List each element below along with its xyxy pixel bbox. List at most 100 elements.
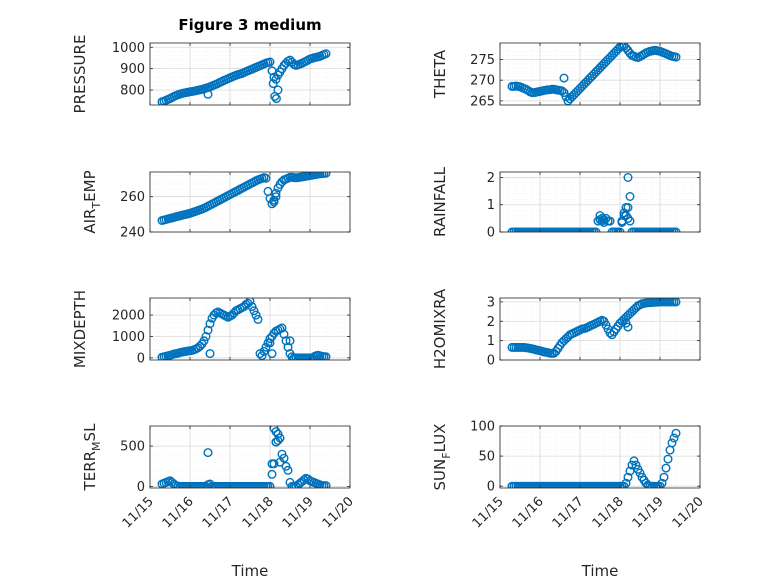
x-tick-label: 11/18 <box>590 494 627 531</box>
axes-box <box>149 297 351 361</box>
data-series <box>507 43 681 105</box>
x-tick-label: 11/15 <box>470 494 507 531</box>
data-point <box>267 469 277 479</box>
data-point <box>249 306 259 316</box>
data-point <box>285 336 295 346</box>
x-tick-label: 11/17 <box>550 494 587 531</box>
data-point <box>665 445 675 455</box>
y-tick-label: 0 <box>487 354 495 369</box>
y-tick-label: 500 <box>120 440 145 455</box>
axes-box <box>149 171 351 233</box>
subplot-4: 0 1 2 RAINFALL <box>431 166 701 241</box>
data-point <box>671 52 681 62</box>
data-point <box>635 468 645 478</box>
y-axis-label: TERRMSL <box>81 423 103 492</box>
x-tick-label: 11/20 <box>670 494 707 531</box>
chart-title: Figure 3 medium <box>178 16 321 34</box>
y-tick-label: 0 <box>487 480 495 495</box>
y-tick-label: 275 <box>470 53 495 68</box>
data-point <box>273 436 283 446</box>
subplot-5: 0 1000 2000 MIXDEPTH <box>71 290 351 368</box>
subplot-2: 265 270 275 THETA <box>431 42 701 109</box>
data-point <box>599 217 609 227</box>
data-series <box>157 49 331 105</box>
data-point <box>265 481 275 488</box>
axes-box <box>149 42 351 106</box>
data-series <box>157 426 331 488</box>
y-tick-label: 270 <box>470 74 495 89</box>
y-tick-label: 900 <box>120 62 145 77</box>
data-point <box>623 322 633 332</box>
y-axis-label: AIRTEMP <box>81 170 103 233</box>
data-point <box>663 454 673 464</box>
data-series <box>157 172 331 225</box>
y-tick-label: 0 <box>137 480 145 495</box>
data-point <box>271 192 281 202</box>
data-point <box>265 338 275 348</box>
data-point <box>623 472 633 482</box>
data-point <box>268 79 278 89</box>
data-point <box>669 433 679 443</box>
data-point <box>205 349 215 359</box>
y-tick-label: 260 <box>120 190 145 205</box>
data-point <box>199 336 209 346</box>
y-axis-label: SUNFLUX <box>431 424 453 491</box>
subplot-6: 0 1 2 3 H2OMIXRA <box>431 288 701 369</box>
y-tick-label: 3 <box>487 295 495 310</box>
data-point <box>271 94 281 104</box>
data-point <box>661 463 671 473</box>
x-tick-label: 11/15 <box>120 494 157 531</box>
axes-box <box>499 297 701 361</box>
subplot-3: 240 260 AIRTEMP <box>81 170 351 241</box>
y-tick-label: 1000 <box>112 330 145 345</box>
data-point <box>625 191 635 201</box>
data-point <box>623 202 633 212</box>
y-axis-label: THETA <box>431 49 449 99</box>
data-point <box>667 438 677 448</box>
axes-box <box>499 42 701 106</box>
data-point <box>321 172 331 178</box>
data-series <box>157 298 331 360</box>
data-point <box>271 427 281 437</box>
data-point <box>627 460 637 470</box>
y-tick-label: 800 <box>120 84 145 99</box>
y-tick-label: 1000 <box>112 41 145 56</box>
data-point <box>205 319 215 329</box>
subplot-7: 11/15 11/16 11/17 11/18 11/19 11/20 0 500 TERRMS… <box>81 423 357 580</box>
data-point <box>317 351 327 360</box>
y-tick-label: 240 <box>120 226 145 241</box>
data-point <box>267 349 277 359</box>
axes-box <box>149 425 351 489</box>
data-point <box>629 456 639 466</box>
data-point <box>247 302 257 312</box>
data-point <box>275 457 285 467</box>
x-tick-label: 11/18 <box>240 494 277 531</box>
y-tick-label: 1 <box>487 198 495 213</box>
data-point <box>265 57 275 67</box>
y-tick-label: 50 <box>478 450 495 465</box>
x-tick-label: 11/20 <box>320 494 357 531</box>
data-point <box>321 481 331 488</box>
y-axis-label: PRESSURE <box>71 35 89 114</box>
axes-box <box>499 425 701 489</box>
data-point <box>259 346 269 356</box>
x-tick-label: 11/16 <box>160 494 197 531</box>
data-point <box>315 480 325 488</box>
data-point <box>321 352 331 360</box>
x-tick-label: 11/19 <box>630 494 667 531</box>
data-point <box>245 298 255 306</box>
data-point <box>299 475 309 485</box>
x-tick-label: 11/19 <box>280 494 317 531</box>
y-tick-label: 0 <box>487 226 495 241</box>
data-point <box>257 351 267 360</box>
y-tick-label: 1 <box>487 334 495 349</box>
data-point <box>203 89 213 99</box>
y-tick-label: 2 <box>487 315 495 330</box>
data-point <box>253 314 263 324</box>
data-point <box>671 428 681 438</box>
data-point <box>605 216 615 226</box>
data-point <box>261 173 271 183</box>
y-axis-label: H2OMIXRA <box>431 288 449 369</box>
